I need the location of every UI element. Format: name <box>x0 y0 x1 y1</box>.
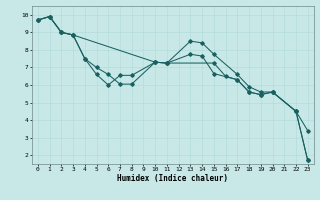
X-axis label: Humidex (Indice chaleur): Humidex (Indice chaleur) <box>117 174 228 183</box>
